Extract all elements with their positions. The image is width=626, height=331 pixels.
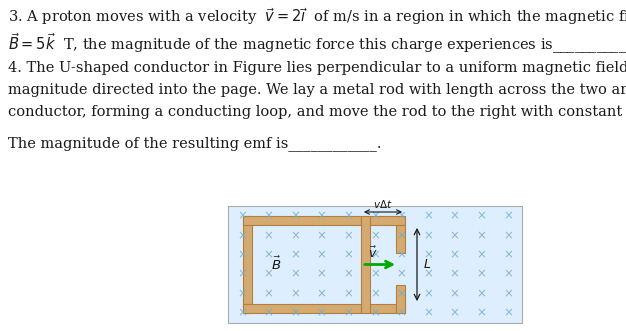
Text: ×: × [317, 268, 327, 281]
Text: ×: × [264, 248, 274, 261]
Text: ×: × [237, 210, 247, 222]
Text: ×: × [397, 248, 406, 261]
Text: ×: × [423, 307, 433, 319]
Text: ×: × [264, 210, 274, 222]
Bar [370, 216, 405, 225]
Text: ×: × [344, 248, 353, 261]
Text: ×: × [370, 210, 380, 222]
Bar [396, 285, 405, 313]
Text: ×: × [370, 248, 380, 261]
Text: ×: × [450, 287, 459, 300]
Text: ×: × [344, 287, 353, 300]
Text: ×: × [264, 229, 274, 242]
Text: ×: × [317, 307, 327, 319]
Text: ×: × [423, 248, 433, 261]
Text: ×: × [503, 307, 513, 319]
Text: ×: × [264, 287, 274, 300]
Bar [243, 216, 361, 225]
Text: ×: × [237, 229, 247, 242]
Text: ×: × [317, 248, 327, 261]
Text: ×: × [317, 210, 327, 222]
Text: ×: × [290, 287, 300, 300]
Text: ×: × [317, 229, 327, 242]
Text: ×: × [397, 268, 406, 281]
Text: $\vec{B} = 5\vec{k}$  T, the magnitude of the magnetic force this charge experie: $\vec{B} = 5\vec{k}$ T, the magnitude of… [8, 31, 626, 56]
Text: ×: × [290, 210, 300, 222]
Text: ×: × [237, 268, 247, 281]
Text: $\vec{B}$: $\vec{B}$ [271, 256, 281, 273]
Text: ×: × [344, 210, 353, 222]
Text: ×: × [423, 268, 433, 281]
Text: ×: × [397, 229, 406, 242]
Text: ×: × [344, 229, 353, 242]
Bar [243, 304, 361, 313]
Text: ×: × [397, 210, 406, 222]
Text: ×: × [450, 268, 459, 281]
Text: ×: × [370, 307, 380, 319]
Text: ×: × [237, 287, 247, 300]
Text: ×: × [397, 307, 406, 319]
Text: ×: × [503, 210, 513, 222]
Bar [370, 304, 405, 313]
Bar [361, 216, 370, 313]
Text: $v\Delta t$: $v\Delta t$ [373, 198, 393, 210]
Text: ×: × [290, 307, 300, 319]
Text: magnitude directed into the page. We lay a metal rod with length across the two : magnitude directed into the page. We lay… [8, 83, 626, 97]
Text: ×: × [450, 248, 459, 261]
Text: ×: × [423, 210, 433, 222]
Text: ×: × [344, 268, 353, 281]
Text: ×: × [344, 307, 353, 319]
Text: ×: × [476, 268, 486, 281]
Text: ×: × [503, 287, 513, 300]
Text: ×: × [290, 248, 300, 261]
Text: ×: × [476, 248, 486, 261]
Text: ×: × [450, 210, 459, 222]
Text: ×: × [397, 287, 406, 300]
Text: ×: × [476, 287, 486, 300]
Text: 4. The U-shaped conductor in Figure lies perpendicular to a uniform magnetic fie: 4. The U-shaped conductor in Figure lies… [8, 61, 626, 75]
Text: The magnitude of the resulting emf is____________.: The magnitude of the resulting emf is___… [8, 136, 381, 151]
Text: ×: × [423, 287, 433, 300]
Text: ×: × [476, 210, 486, 222]
Text: 3. A proton moves with a velocity  $\vec{v} = 2\vec{\imath}$  of m/s in a region: 3. A proton moves with a velocity $\vec{… [8, 6, 626, 27]
Text: ×: × [450, 307, 459, 319]
Text: ×: × [317, 287, 327, 300]
Text: ×: × [476, 229, 486, 242]
Text: ×: × [423, 229, 433, 242]
Text: ×: × [503, 248, 513, 261]
Text: ×: × [476, 307, 486, 319]
Bar [228, 206, 522, 323]
Text: ×: × [450, 229, 459, 242]
Text: ×: × [290, 229, 300, 242]
Text: ×: × [290, 268, 300, 281]
Text: ×: × [370, 287, 380, 300]
Text: $\vec{v}$: $\vec{v}$ [367, 245, 377, 260]
Text: ×: × [237, 307, 247, 319]
Text: ×: × [264, 307, 274, 319]
Text: conductor, forming a conducting loop, and move the rod to the right with constan: conductor, forming a conducting loop, an… [8, 105, 626, 119]
Bar [396, 225, 405, 253]
Text: ×: × [503, 268, 513, 281]
Bar [243, 216, 252, 313]
Text: ×: × [237, 248, 247, 261]
Text: $L$: $L$ [423, 258, 431, 271]
Text: ×: × [370, 268, 380, 281]
Text: ×: × [264, 268, 274, 281]
Text: ×: × [503, 229, 513, 242]
Text: ×: × [370, 229, 380, 242]
